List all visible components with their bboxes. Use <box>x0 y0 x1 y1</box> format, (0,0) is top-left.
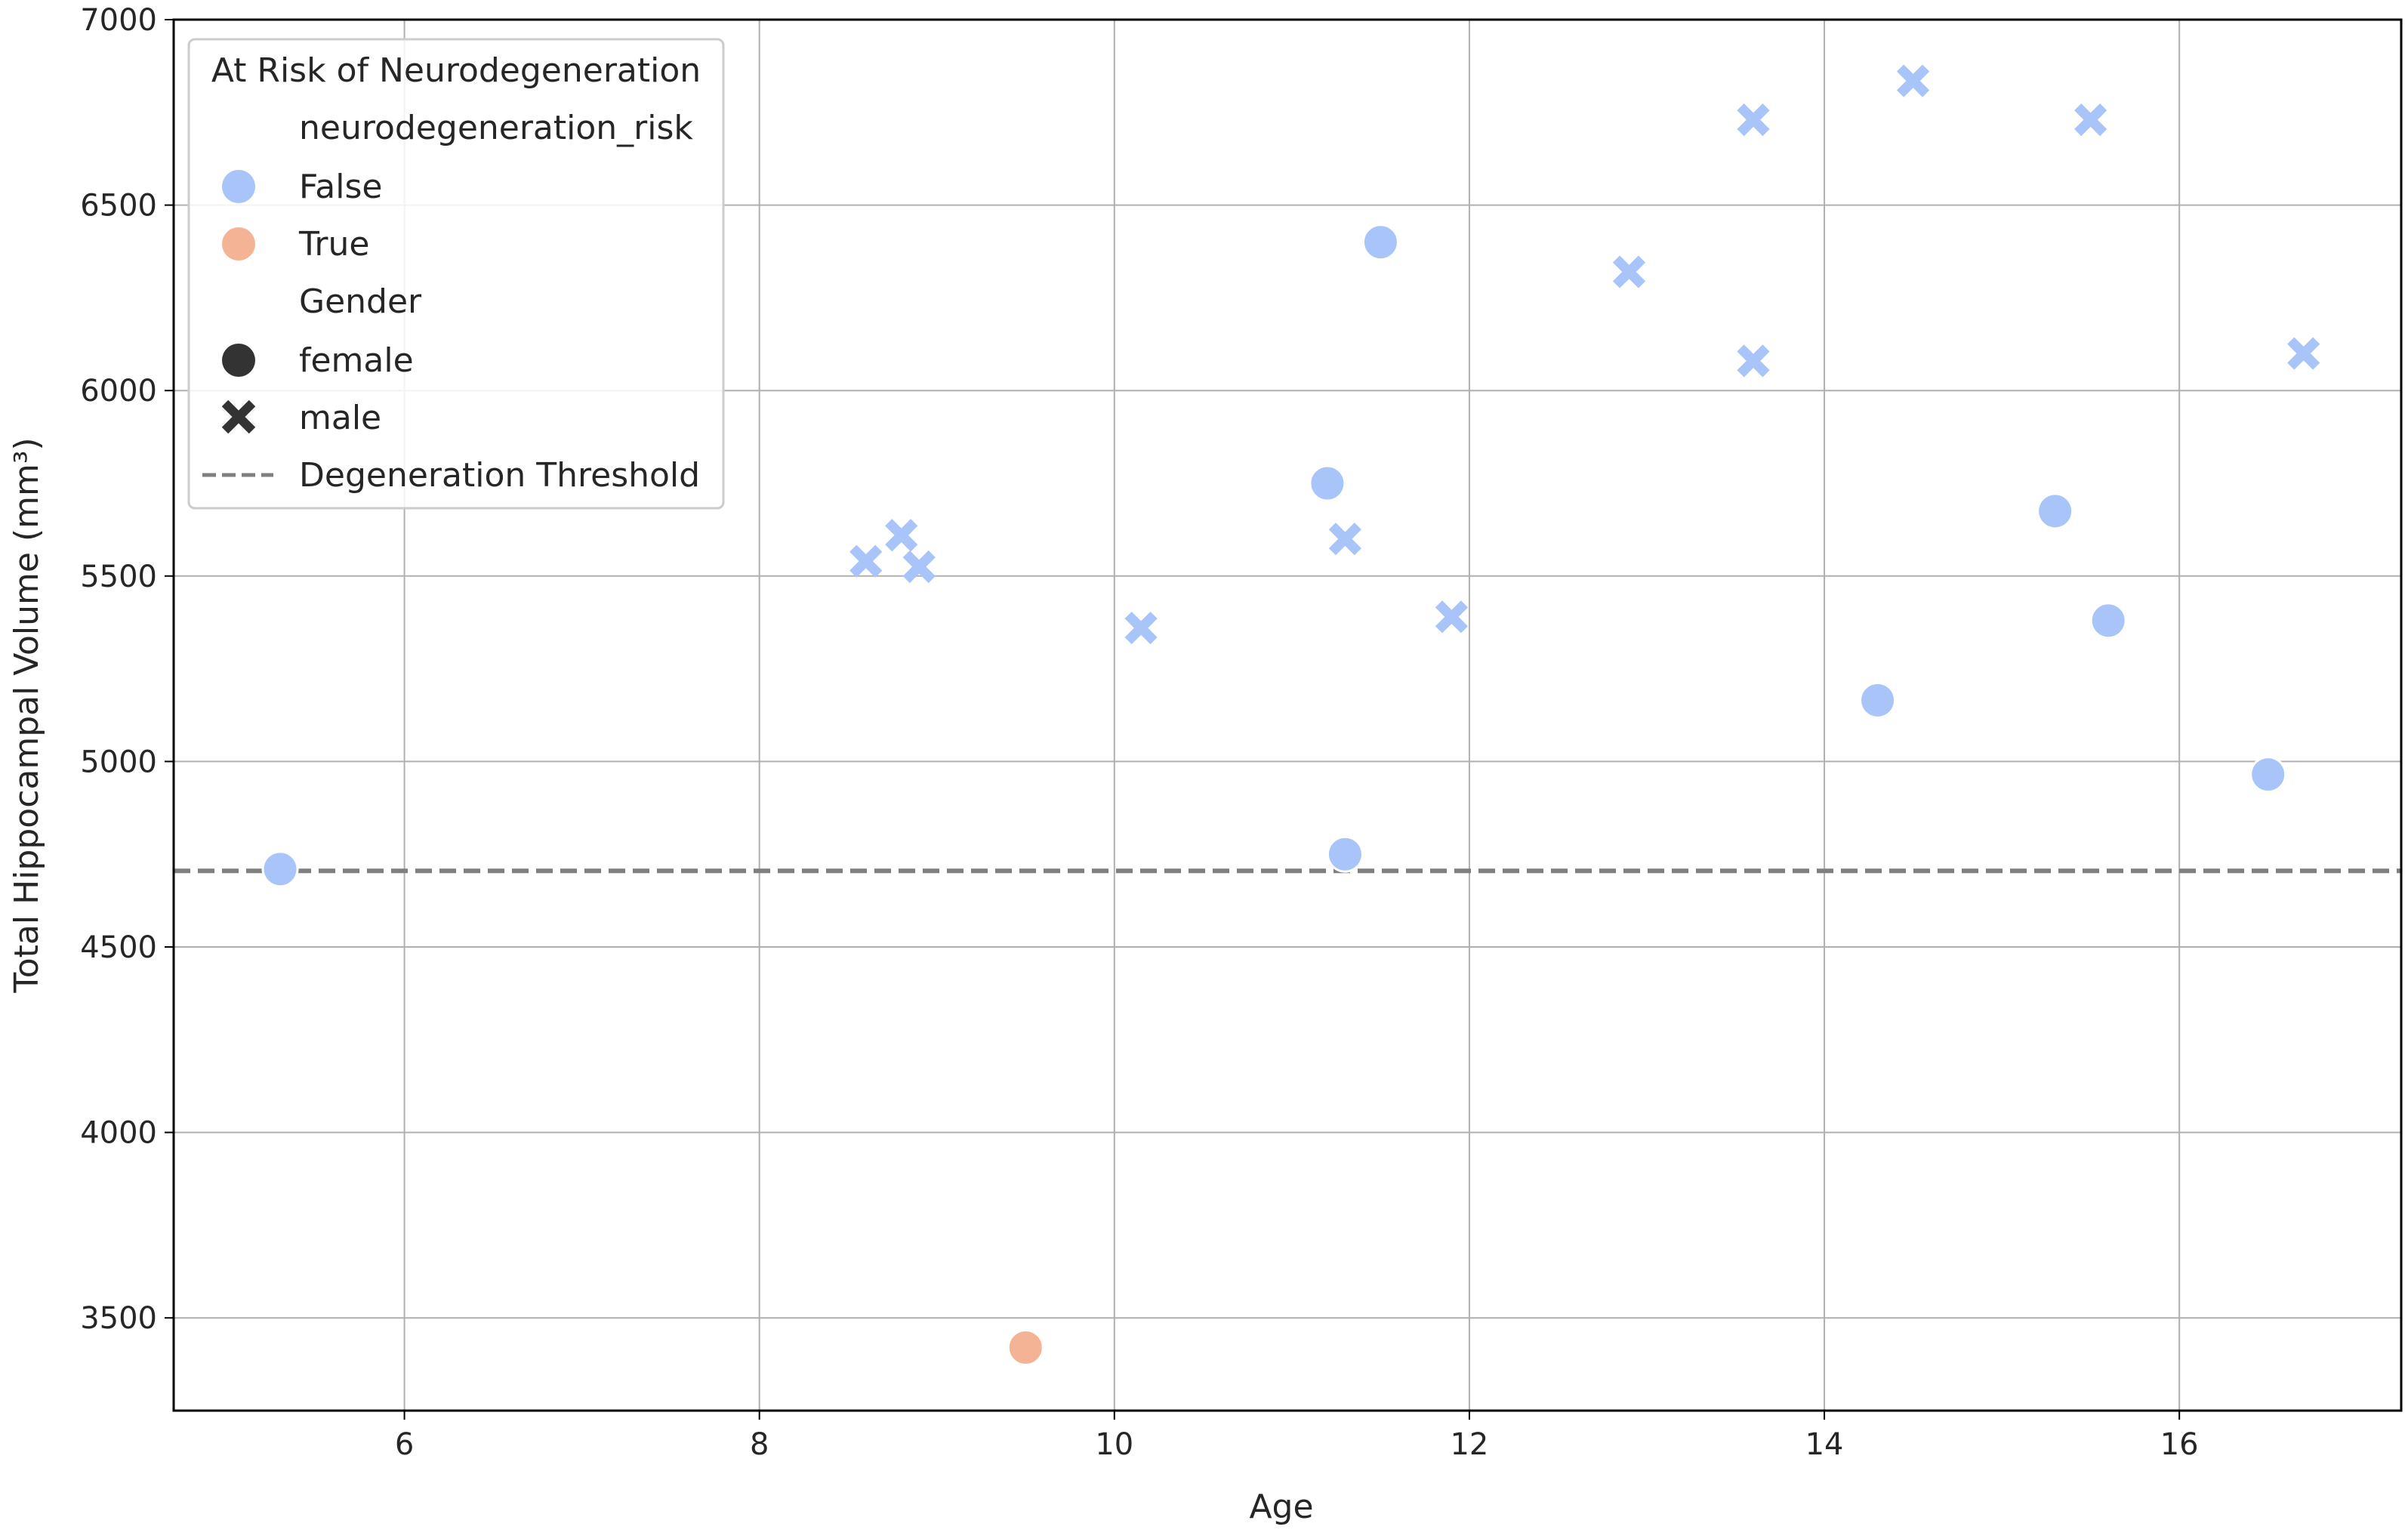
point-male <box>1328 523 1361 556</box>
point-male <box>1737 344 1770 378</box>
point-female <box>2089 602 2127 640</box>
legend-label-male: male <box>299 399 381 437</box>
y-tick-label: 5000 <box>80 745 157 779</box>
legend-marker-true <box>222 227 255 261</box>
point-female <box>1007 1328 1044 1366</box>
point-male <box>1737 103 1770 137</box>
legend-box <box>187 38 725 510</box>
y-tick-label: 4000 <box>80 1116 157 1151</box>
legend-hue-header: neurodegeneration_risk <box>299 109 693 147</box>
y-tick-label: 3500 <box>80 1301 157 1336</box>
point-female <box>2036 492 2074 530</box>
y-tick-label: 6500 <box>80 189 157 224</box>
legend-label-true: True <box>298 225 369 264</box>
point-male <box>1124 611 1158 645</box>
y-axis-title: Total Hippocampal Volume (mm³) <box>8 437 46 993</box>
x-tick-label: 14 <box>1805 1427 1844 1462</box>
axis-ticks: 6 8 10 12 14 16 3500 4000 4500 5000 5500 6000 6500 70… <box>80 3 2198 1462</box>
point-male <box>1435 600 1469 634</box>
x-tick-label: 6 <box>395 1427 414 1462</box>
point-male <box>1896 64 1930 97</box>
point-male <box>849 544 883 578</box>
legend-title: At Risk of Neurodegeneration <box>211 51 701 90</box>
point-male <box>2074 103 2107 137</box>
point-male <box>2287 337 2320 370</box>
point-male <box>902 550 936 584</box>
legend-style-header: Gender <box>299 282 422 321</box>
x-axis-title: Age <box>1249 1488 1313 1526</box>
y-tick-label: 4500 <box>80 930 157 965</box>
point-female <box>1326 835 1364 873</box>
x-tick-label: 16 <box>2160 1427 2199 1462</box>
point-female <box>261 850 299 888</box>
legend: At Risk of Neurodegeneration neurodegene… <box>187 38 725 510</box>
x-tick-label: 8 <box>750 1427 769 1462</box>
point-female <box>1361 224 1399 261</box>
plot-frame <box>172 18 2403 1412</box>
legend-marker-male <box>221 399 256 434</box>
legend-label-threshold: Degeneration Threshold <box>299 456 700 495</box>
point-female <box>1859 681 1897 719</box>
x-tick-label: 10 <box>1095 1427 1133 1462</box>
legend-marker-female <box>222 344 255 377</box>
legend-label-female: female <box>299 341 414 380</box>
y-tick-label: 6000 <box>80 374 157 409</box>
point-female <box>1309 464 1346 502</box>
y-tick-label: 5500 <box>80 560 157 594</box>
points-layer <box>261 64 2320 1366</box>
point-male <box>1612 255 1646 288</box>
point-female <box>2249 756 2287 794</box>
point-male <box>885 519 918 552</box>
legend-marker-false <box>222 170 255 203</box>
legend-label-false: False <box>299 168 382 206</box>
y-tick-label: 7000 <box>80 3 157 38</box>
x-tick-label: 12 <box>1450 1427 1488 1462</box>
